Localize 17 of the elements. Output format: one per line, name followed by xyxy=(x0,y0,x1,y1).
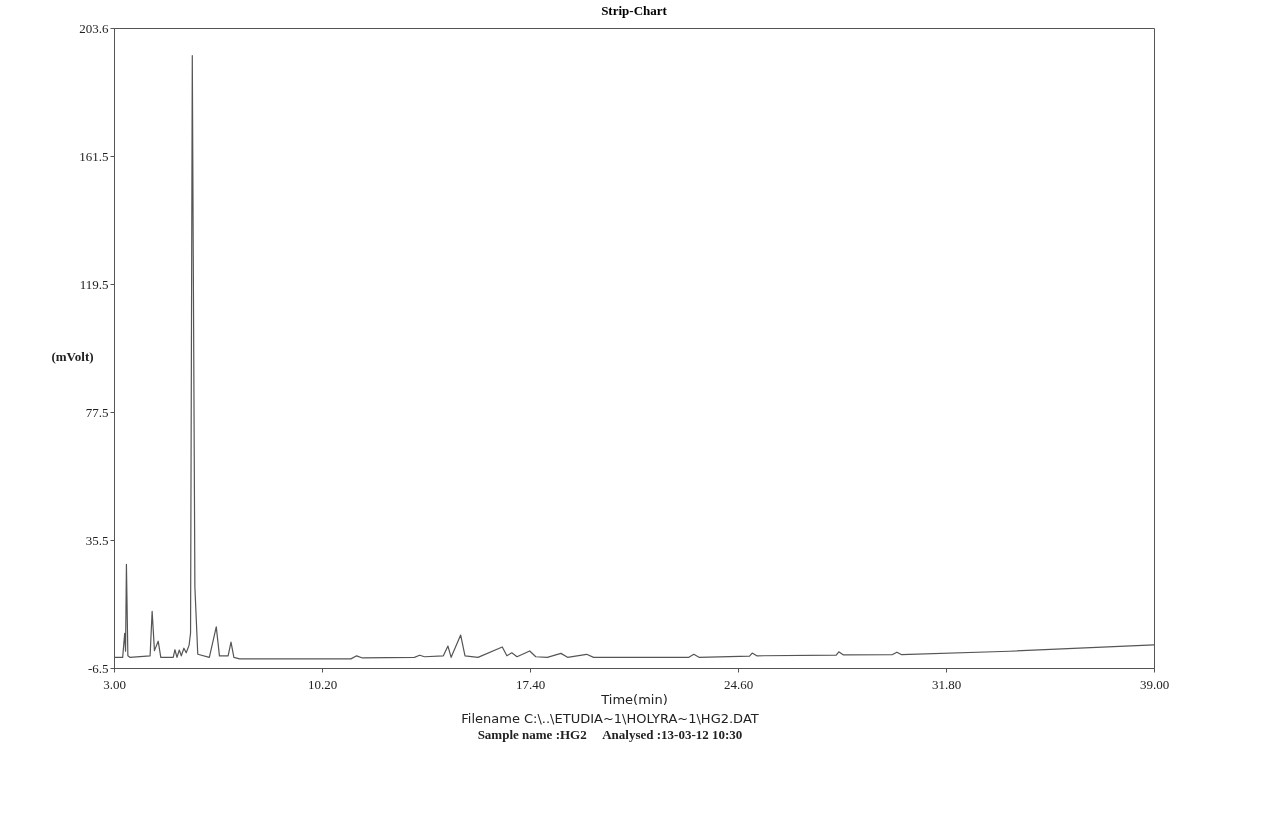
x-tick-label: 24.60 xyxy=(723,676,754,692)
y-axis-title: (mVolt) xyxy=(51,348,94,364)
text: Filename C:\..\ETUDIA~1\HOLYRA~1\HG2.DAT xyxy=(460,711,760,727)
x-tick-label: 3.00 xyxy=(103,676,126,692)
y-tick-label: 161.5 xyxy=(79,148,109,164)
x-tick-label: 31.80 xyxy=(931,676,962,692)
chart-title: Strip-Chart xyxy=(601,3,668,18)
y-tick-label: 35.5 xyxy=(85,532,109,548)
y-tick-label: -6.5 xyxy=(87,660,109,676)
x-tick-label: 17.40 xyxy=(515,676,546,692)
x-axis-title: Time(min) xyxy=(600,691,668,707)
y-tick-label: 77.5 xyxy=(85,404,109,420)
x-tick-label: 10.20 xyxy=(307,676,338,692)
x-tick-label: 39.00 xyxy=(1139,676,1170,692)
y-tick-label: 203.6 xyxy=(79,20,109,36)
y-tick-label: 119.5 xyxy=(79,276,109,292)
text: Sample name :HG2 Analysed :13-03-12 10:30 xyxy=(476,727,744,743)
